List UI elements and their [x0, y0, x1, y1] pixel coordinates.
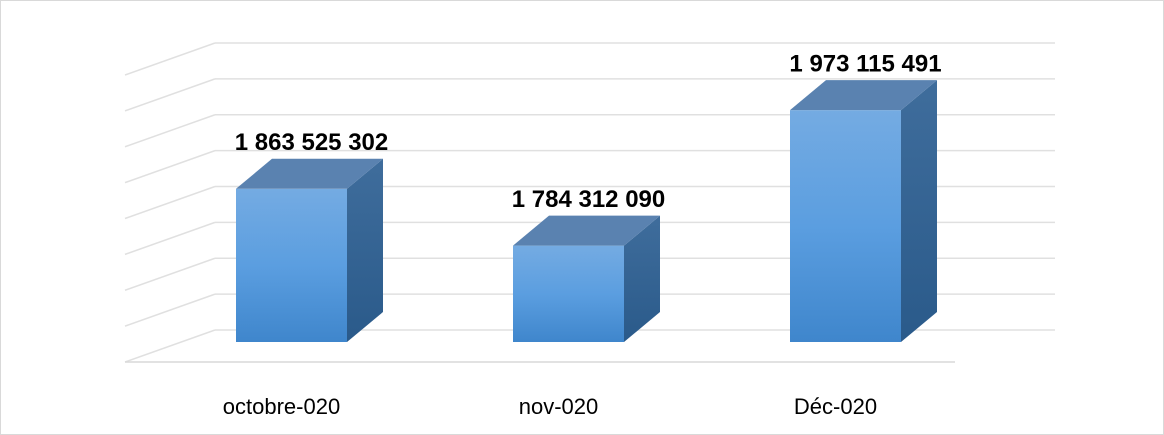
bar-front — [790, 110, 901, 342]
side-grid-line — [124, 78, 216, 112]
bar-side — [901, 80, 937, 342]
bar-front — [236, 188, 347, 342]
side-grid-line — [124, 293, 216, 327]
bar-side — [624, 215, 660, 342]
bar-top — [513, 215, 660, 246]
bar-front — [513, 245, 624, 342]
x-tick-label: nov-020 — [519, 394, 599, 419]
side-grid-line — [124, 149, 216, 184]
side-grid-line — [124, 114, 216, 148]
data-label: 1 973 115 491 — [789, 51, 941, 78]
side-grid-line — [124, 42, 216, 76]
bar-top — [790, 80, 937, 111]
bar-top — [236, 158, 383, 189]
bar-side — [347, 158, 383, 342]
x-tick-label: octobre-020 — [223, 394, 340, 419]
side-grid-line — [124, 257, 216, 291]
side-grid-line — [124, 329, 216, 363]
data-label: 1 863 525 302 — [235, 129, 388, 156]
side-grid-line — [124, 185, 216, 220]
data-label: 1 784 312 090 — [512, 186, 665, 213]
x-tick-label: Déc-020 — [794, 394, 877, 419]
side-grid-line — [124, 221, 216, 256]
